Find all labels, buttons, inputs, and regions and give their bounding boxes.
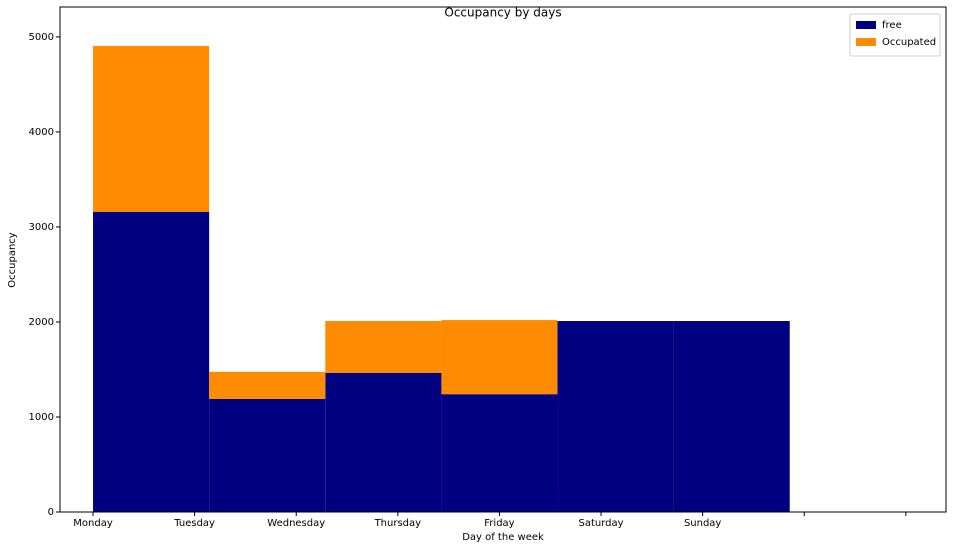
x-tick-label: Friday — [484, 518, 514, 529]
x-axis-label: Day of the week — [462, 532, 544, 543]
legend-label: free — [882, 20, 902, 31]
x-tick-label: Thursday — [374, 518, 422, 529]
y-tick-label: 5000 — [29, 32, 54, 43]
bar — [441, 394, 558, 512]
x-tick-label: Wednesday — [267, 518, 325, 529]
legend-swatch — [856, 21, 876, 29]
y-tick-label: 0 — [48, 507, 54, 518]
legend-label: Occupated — [882, 37, 936, 48]
chart-title: Occupancy by days — [444, 6, 561, 20]
bar — [93, 45, 210, 212]
bar — [325, 321, 442, 373]
x-tick-label: Saturday — [579, 518, 624, 529]
bar — [93, 211, 210, 512]
x-tick-label: Tuesday — [173, 518, 215, 529]
y-tick-label: 1000 — [29, 412, 54, 423]
y-tick-label: 4000 — [29, 127, 54, 138]
y-tick-label: 3000 — [29, 222, 54, 233]
bar — [325, 372, 442, 512]
plot-frame — [59, 6, 947, 513]
bar — [209, 398, 326, 512]
x-tick-label: Sunday — [684, 518, 721, 529]
bar — [673, 321, 790, 512]
bar — [209, 371, 326, 399]
y-axis-label: Occupancy — [7, 232, 18, 288]
legend-swatch — [856, 38, 876, 46]
y-tick-label: 2000 — [29, 317, 54, 328]
bar — [557, 321, 674, 512]
bar — [441, 320, 558, 395]
x-tick-label: Monday — [73, 518, 113, 529]
